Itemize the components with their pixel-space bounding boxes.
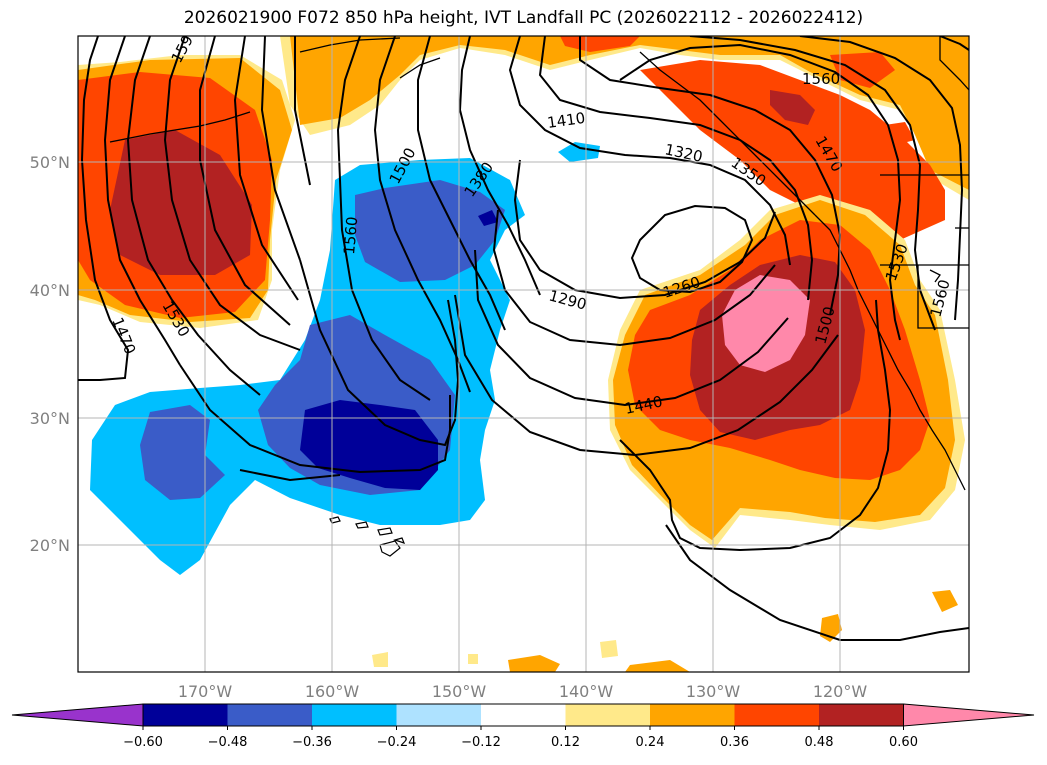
latitude-labels: 50°N 40°N 30°N 20°N [30, 153, 70, 555]
lon-label: 170°W [178, 682, 233, 701]
colorbar-tick-label: −0.48 [208, 735, 248, 750]
map-panel: 1590 1410 1560 1500 1320 1350 1470 1380 … [78, 36, 969, 672]
colorbar-tick-label: −0.36 [292, 735, 332, 750]
colorbar: −0.60 −0.48 −0.36 −0.24 −0.12 0.12 0.24 0.36 0.4… [11, 703, 1035, 750]
longitude-labels: 170°W 160°W 150°W 140°W 130°W 120°W [178, 682, 868, 701]
contour-label: 1560 [802, 70, 840, 88]
contour-label: 1560 [340, 216, 361, 256]
colorbar-extend-low [11, 703, 144, 727]
coastlines [109, 36, 969, 491]
colorbar-tick-label: 0.48 [805, 735, 834, 750]
colorbar-cell [312, 704, 397, 726]
colorbar-tick-label: −0.12 [461, 735, 501, 750]
colorbar-cell [227, 704, 313, 726]
lon-label: 130°W [686, 682, 741, 701]
colorbar-cell [650, 704, 735, 726]
colorbar-cell [734, 704, 820, 726]
height-contours [78, 36, 969, 641]
lon-label: 140°W [559, 682, 614, 701]
colorbar-cell [819, 704, 904, 726]
map-frame [77, 35, 970, 673]
contour-label: 1410 [546, 109, 586, 132]
colorbar-extend-high [903, 703, 1035, 727]
colorbar-tick-label: 0.12 [551, 735, 580, 750]
lat-label: 30°N [30, 409, 70, 428]
lon-label: 150°W [432, 682, 487, 701]
colorbar-cell [396, 704, 482, 726]
colorbar-frame [142, 703, 904, 727]
colorbar-tick-label: −0.24 [377, 735, 417, 750]
colorbar-cell [565, 704, 651, 726]
map-title: 2026021900 F072 850 hPa height, IVT Land… [183, 8, 864, 28]
gridlines [78, 36, 969, 672]
lat-label: 50°N [30, 153, 70, 172]
colorbar-tick-label: 0.36 [720, 735, 749, 750]
lat-label: 40°N [30, 281, 70, 300]
colorbar-cell [481, 704, 566, 726]
colorbar-tick-label: −0.60 [123, 735, 163, 750]
hawaii-islands [329, 516, 406, 557]
lon-label: 120°W [813, 682, 868, 701]
lon-label: 160°W [305, 682, 360, 701]
colorbar-cell [143, 704, 228, 726]
colorbar-tick-label: 0.24 [636, 735, 665, 750]
lat-label: 20°N [30, 536, 70, 555]
colorbar-tick-label: 0.60 [889, 735, 918, 750]
